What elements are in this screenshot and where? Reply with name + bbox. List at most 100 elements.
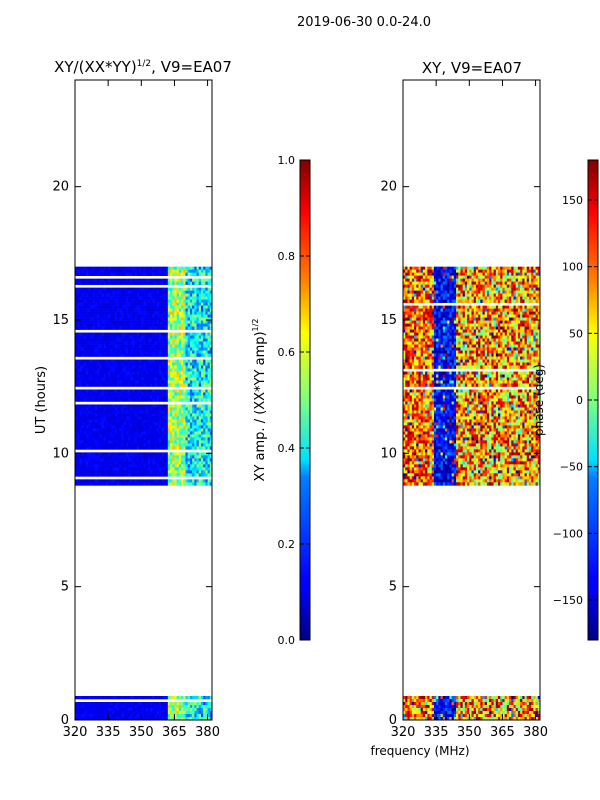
heat-cell — [207, 714, 211, 718]
heat-cell — [209, 705, 213, 709]
heat-cell — [167, 428, 171, 432]
heat-cell — [116, 341, 120, 345]
heat-cell — [114, 419, 118, 423]
heat-cell — [90, 413, 94, 417]
heat-cell — [172, 482, 175, 486]
heat-cell — [478, 717, 481, 721]
heat-cell — [108, 410, 111, 414]
heat-cell — [132, 705, 136, 709]
heat-cell — [511, 711, 514, 715]
heat-cell — [123, 714, 127, 718]
heat-cell — [136, 353, 140, 357]
heat-cell — [533, 702, 536, 706]
heat-cell — [152, 455, 155, 459]
heat-cell — [165, 290, 169, 294]
heat-cell — [178, 272, 182, 276]
heat-cell — [132, 452, 136, 456]
heat-cell — [99, 269, 102, 273]
heat-cell — [183, 395, 186, 399]
heat-cell — [154, 711, 158, 715]
heat-cell — [136, 359, 140, 363]
heat-cell — [192, 473, 195, 477]
heat-cell — [116, 464, 120, 468]
heat-cell — [433, 714, 437, 718]
heat-cell — [145, 428, 149, 432]
heat-cell — [185, 272, 189, 276]
heat-cell — [167, 404, 171, 408]
heat-cell — [154, 425, 158, 429]
heat-cell — [77, 711, 80, 715]
heat-cell — [506, 711, 510, 715]
heat-cell — [486, 714, 490, 718]
heat-cell — [196, 702, 200, 706]
heat-cell — [134, 431, 138, 435]
heat-cell — [170, 467, 173, 471]
heat-cell — [196, 335, 200, 339]
heat-cell — [189, 446, 193, 450]
heat-cell — [77, 371, 80, 375]
heat-cell — [194, 470, 197, 474]
heat-cell — [145, 395, 149, 399]
heat-cell — [192, 464, 195, 468]
heat-cell — [136, 383, 140, 387]
heat-cell — [94, 479, 98, 483]
heat-cell — [203, 281, 206, 285]
heat-cell — [101, 350, 105, 354]
heat-cell — [185, 717, 189, 721]
heat-cell — [88, 452, 91, 456]
heat-cell — [92, 314, 96, 318]
heat-cell — [94, 458, 98, 462]
heat-cell — [79, 311, 83, 315]
heat-cell — [128, 404, 131, 408]
heat-cell — [92, 461, 96, 465]
heat-cell — [83, 443, 87, 447]
heat-cell — [143, 377, 147, 381]
heat-cell — [141, 410, 144, 414]
heat-cell — [79, 422, 83, 426]
heat-cell — [110, 350, 113, 354]
heat-cell — [114, 296, 118, 300]
heat-cell — [456, 711, 459, 715]
heat-cell — [189, 368, 193, 372]
heat-cell — [114, 299, 118, 303]
heat-cell — [453, 711, 457, 715]
xtick-label: 365 — [162, 725, 187, 740]
heat-cell — [209, 269, 213, 273]
heat-cell — [88, 383, 91, 387]
heat-cell — [139, 425, 142, 429]
heat-cell — [187, 338, 191, 342]
heat-cell — [438, 717, 441, 721]
heat-cell — [130, 302, 133, 306]
heat-cell — [150, 377, 153, 381]
heat-cell — [99, 455, 102, 459]
heat-cell — [94, 455, 98, 459]
heat-cell — [88, 287, 91, 291]
heat-cell — [136, 470, 140, 474]
heat-cell — [147, 278, 151, 282]
heat-cell — [183, 479, 186, 483]
heat-cell — [161, 482, 164, 486]
heat-cell — [531, 714, 534, 718]
heat-cell — [174, 347, 178, 351]
heat-cell — [116, 314, 120, 318]
heat-cell — [405, 717, 408, 721]
heat-cell — [416, 702, 419, 706]
heat-cell — [112, 714, 116, 718]
heat-cell — [154, 473, 158, 477]
heat-cell — [101, 696, 105, 700]
heat-cell — [83, 311, 87, 315]
heat-cell — [458, 699, 461, 703]
heat-cell — [469, 711, 472, 715]
heat-cell — [90, 326, 94, 330]
heat-cell — [123, 437, 127, 441]
heat-cell — [163, 353, 166, 357]
heat-cell — [139, 702, 142, 706]
heat-cell — [112, 464, 116, 468]
heat-cell — [194, 308, 197, 312]
heat-cell — [209, 467, 213, 471]
heat-cell — [187, 344, 191, 348]
heat-cell — [116, 317, 120, 321]
heat-cell — [181, 326, 184, 330]
heat-cell — [150, 431, 153, 435]
heat-cell — [163, 365, 166, 369]
